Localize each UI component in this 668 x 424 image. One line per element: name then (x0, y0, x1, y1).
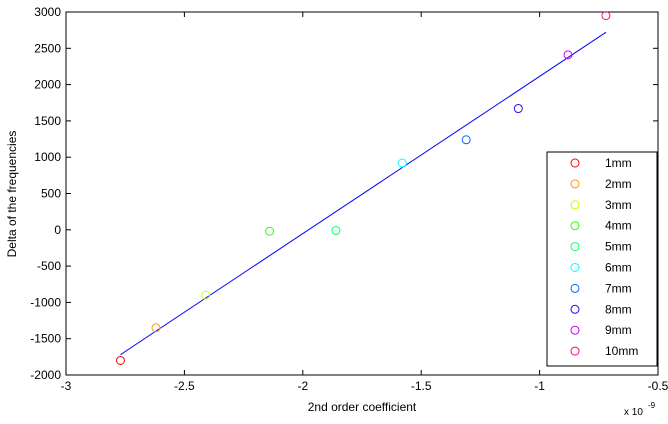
y-tick-label: 2500 (34, 41, 61, 55)
legend: 1mm 2mm 3mm 4mm 5mm 6mm 7mm 8mm 9mm 10mm (546, 151, 658, 367)
x-tick-label: -1.5 (411, 379, 432, 393)
fit-line (120, 31, 607, 356)
data-point-6mm (397, 158, 407, 168)
x-axis-label: 2nd order coefficient (308, 400, 417, 414)
x-tick-label: -1 (534, 379, 545, 393)
legend-marker-9mm (570, 325, 580, 335)
legend-marker-5mm (570, 242, 580, 252)
legend-label-5mm: 5mm (605, 240, 632, 254)
legend-label-3mm: 3mm (605, 198, 632, 212)
x-exponent-power: -9 (648, 401, 656, 410)
data-points (115, 11, 611, 365)
data-point-2mm (151, 323, 161, 333)
data-point-10mm (601, 11, 611, 21)
legend-marker-4mm (570, 221, 580, 231)
y-tick-label: 1000 (34, 150, 61, 164)
data-point-5mm (331, 226, 341, 236)
x-tick-label: -3 (61, 379, 72, 393)
legend-marker-2mm (570, 179, 580, 189)
legend-label-8mm: 8mm (605, 302, 632, 316)
legend-label-7mm: 7mm (605, 281, 632, 295)
legend-label-10mm: 10mm (605, 344, 638, 358)
y-tick-label: 500 (41, 187, 61, 201)
legend-marker-3mm (570, 200, 580, 210)
data-point-7mm (461, 135, 471, 145)
x-tick-label: -0.5 (648, 379, 668, 393)
data-point-3mm (201, 290, 211, 300)
x-tick-label: -2.5 (174, 379, 195, 393)
legend-label-6mm: 6mm (605, 261, 632, 275)
legend-marker-1mm (570, 158, 580, 168)
y-tick-label: -1000 (30, 295, 61, 309)
x-tick-label: -2 (297, 379, 308, 393)
y-axis-ticks: -2000 -1500 -1000 -500 0 500 1000 1500 2000 2500 3… (30, 5, 658, 382)
y-tick-label: -500 (37, 259, 61, 273)
legend-marker-8mm (570, 304, 580, 314)
x-axis-ticks: -3 -2.5 -2 -1.5 -1 -0.5 (61, 12, 668, 393)
y-axis-label: Delta of the frequencies (5, 131, 19, 258)
data-point-9mm (563, 50, 573, 60)
y-tick-label: 3000 (34, 5, 61, 19)
legend-label-9mm: 9mm (605, 323, 632, 337)
y-tick-label: -2000 (30, 368, 61, 382)
legend-marker-7mm (570, 283, 580, 293)
data-point-8mm (513, 104, 523, 114)
legend-box (546, 151, 658, 367)
x-exponent-label: x 10 (624, 407, 643, 418)
fit-line-group (120, 31, 607, 356)
y-tick-label: 0 (54, 223, 61, 237)
legend-label-2mm: 2mm (605, 177, 632, 191)
y-tick-label: 2000 (34, 78, 61, 92)
data-point-4mm (265, 226, 275, 236)
legend-marker-6mm (570, 263, 580, 272)
legend-label-1mm: 1mm (605, 156, 632, 170)
y-tick-label: 1500 (34, 114, 61, 128)
data-point-1mm (115, 355, 125, 365)
legend-marker-10mm (570, 346, 580, 356)
legend-label-4mm: 4mm (605, 219, 632, 233)
y-tick-label: -1500 (30, 332, 61, 346)
